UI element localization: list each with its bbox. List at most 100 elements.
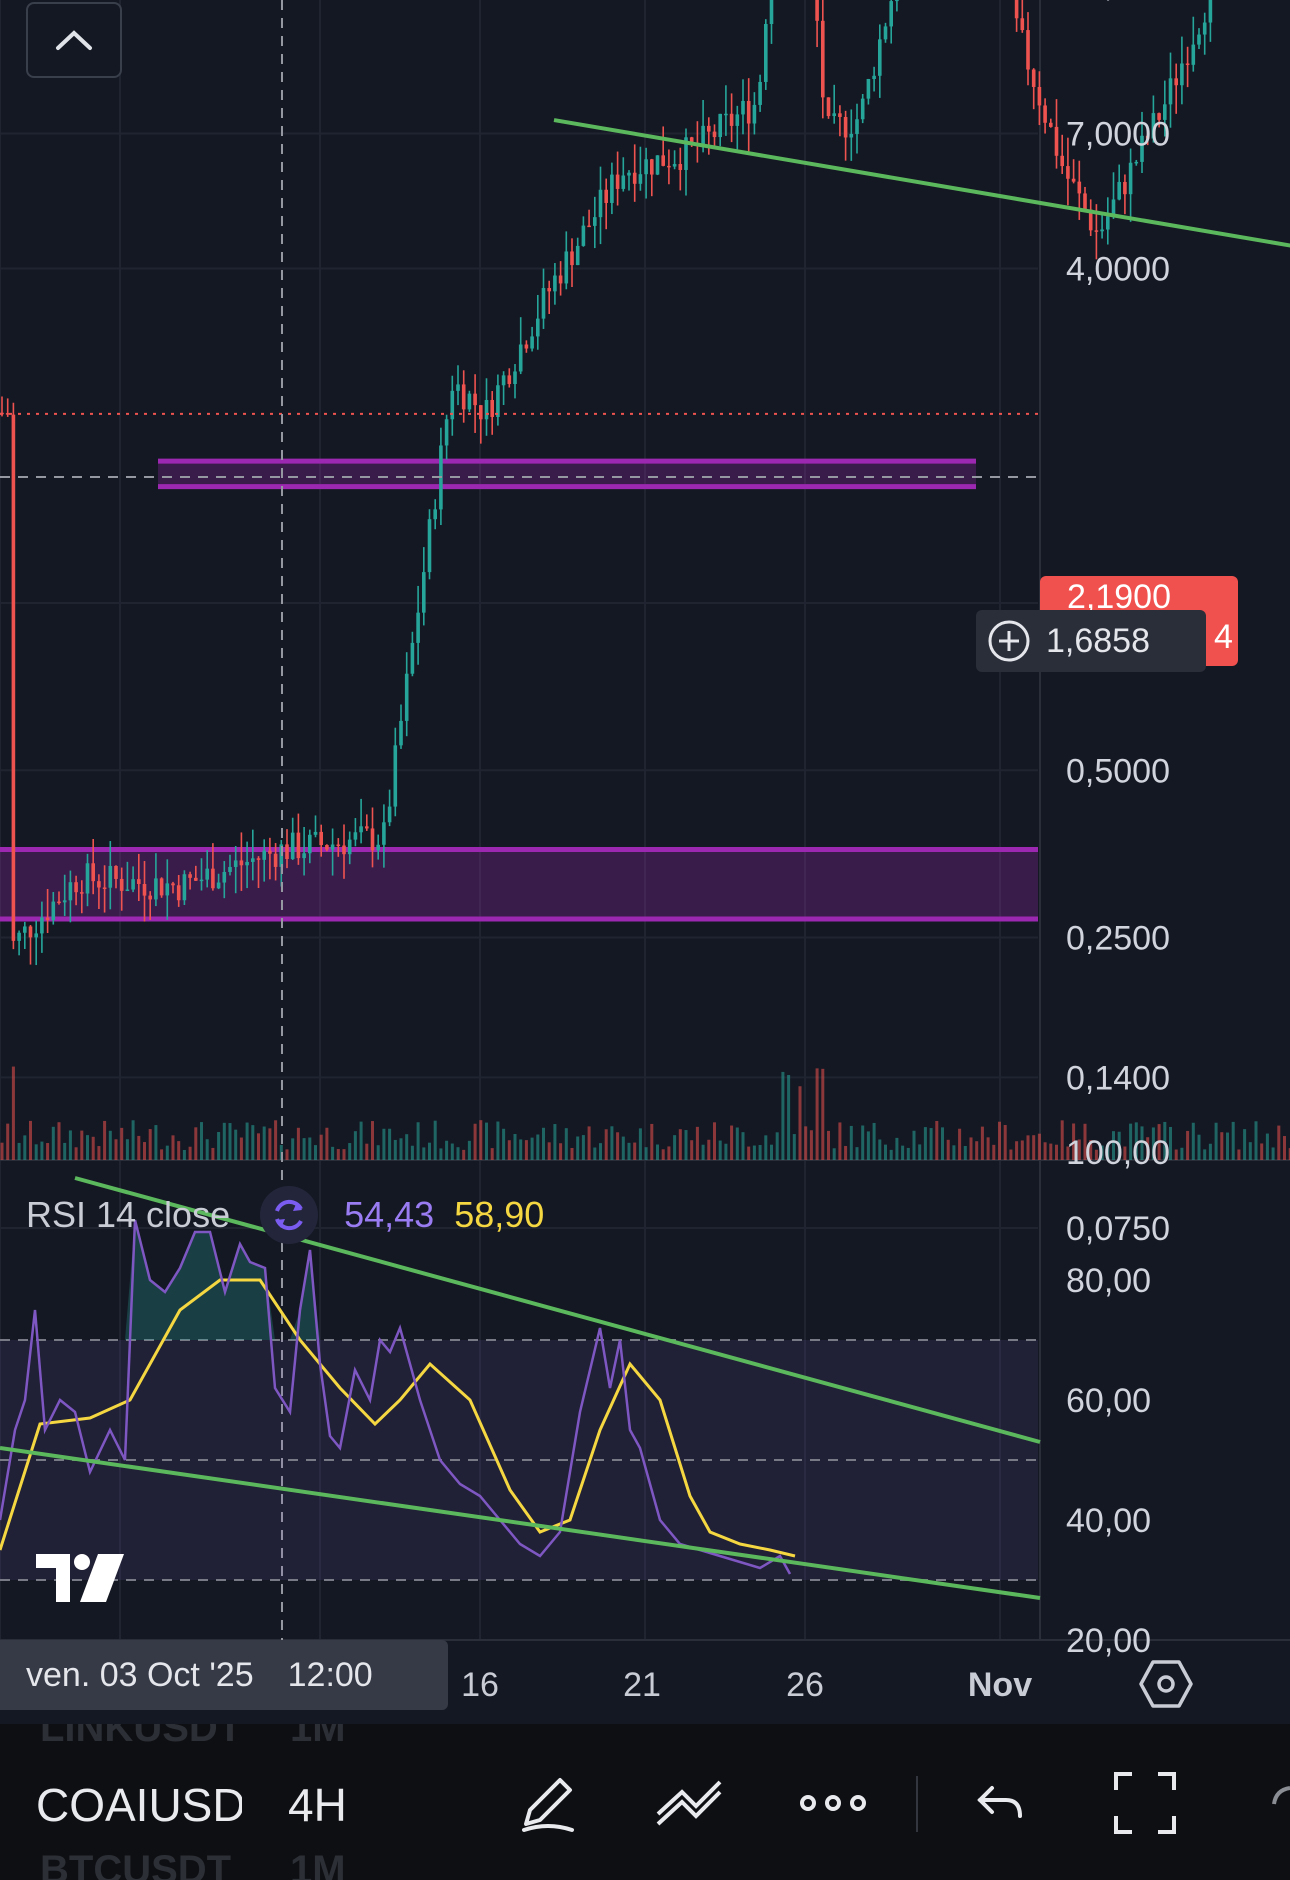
candle-body[interactable] [319, 831, 323, 846]
trendline-lower[interactable] [553, 118, 1290, 294]
candle-body[interactable] [285, 844, 289, 860]
candle-body[interactable] [359, 826, 363, 833]
candle-body[interactable] [541, 288, 546, 319]
candle-body[interactable] [142, 883, 147, 896]
candle-body[interactable] [895, 0, 899, 2]
candle-body[interactable] [404, 673, 409, 721]
candle-body[interactable] [821, 20, 825, 98]
more-tools-icon[interactable] [1268, 1770, 1290, 1836]
candle-body[interactable] [501, 375, 506, 386]
tradingview-logo[interactable] [34, 1552, 126, 1609]
candle-body[interactable] [883, 26, 888, 40]
candle-body[interactable] [387, 806, 392, 823]
candle-body[interactable] [251, 858, 255, 862]
candle-body[interactable] [507, 375, 512, 384]
candle-body[interactable] [11, 414, 16, 941]
candle-body[interactable] [547, 288, 551, 292]
rsi-axis[interactable]: 100,00 80,00 60,00 40,00 20,00 [1066, 1134, 1170, 1660]
candle-body[interactable] [1145, 135, 1150, 139]
candle-body[interactable] [667, 165, 671, 168]
candle-body[interactable] [433, 509, 437, 520]
candle-body[interactable] [1077, 181, 1082, 194]
candle-body[interactable] [1197, 34, 1201, 45]
candle-body[interactable] [479, 405, 483, 420]
candle-body[interactable] [1060, 155, 1064, 167]
candlesticks[interactable] [0, 0, 1290, 966]
pencil-icon[interactable] [514, 1770, 580, 1836]
candle-body[interactable] [598, 189, 603, 218]
candle-body[interactable] [752, 104, 757, 124]
candle-body[interactable] [866, 79, 871, 99]
more-icon[interactable] [798, 1770, 868, 1836]
candle-body[interactable] [1014, 0, 1019, 19]
candle-body[interactable] [1043, 105, 1047, 123]
candle-body[interactable] [382, 822, 386, 845]
candle-body[interactable] [610, 174, 614, 203]
candle-body[interactable] [290, 832, 295, 860]
candle-body[interactable] [490, 400, 494, 417]
candle-body[interactable] [1111, 199, 1116, 217]
fullscreen-icon[interactable] [1112, 1770, 1178, 1836]
candle-body[interactable] [325, 845, 329, 850]
candle-body[interactable] [256, 858, 261, 860]
candle-body[interactable] [712, 131, 717, 138]
candle-body[interactable] [815, 0, 819, 21]
candle-body[interactable] [1117, 181, 1121, 200]
trend-lines-icon[interactable] [652, 1770, 726, 1836]
candle-body[interactable] [889, 1, 893, 27]
candle-body[interactable] [228, 866, 232, 872]
candle-body[interactable] [108, 865, 113, 888]
candle-body[interactable] [672, 164, 677, 167]
candle-body[interactable] [416, 612, 420, 643]
undo-icon[interactable] [976, 1770, 1026, 1836]
candle-body[interactable] [216, 882, 221, 889]
candle-body[interactable] [45, 917, 50, 921]
candle-body[interactable] [826, 97, 831, 117]
candle-body[interactable] [1174, 78, 1178, 86]
rsi-trendline-upper[interactable] [74, 1176, 1041, 1444]
refresh-icon[interactable] [260, 1186, 319, 1244]
candle-body[interactable] [370, 828, 375, 851]
candle-body[interactable] [245, 861, 249, 866]
candle-body[interactable] [536, 318, 540, 337]
candle-body[interactable] [342, 845, 346, 855]
candle-body[interactable] [1157, 113, 1161, 120]
candle-body[interactable] [165, 883, 170, 896]
candle-body[interactable] [131, 879, 135, 890]
candle-body[interactable] [638, 174, 643, 184]
candle-body[interactable] [729, 113, 734, 126]
rsi-legend[interactable]: RSI 14 close 54,43 58,90 [26, 1186, 544, 1244]
candle-body[interactable] [17, 932, 21, 941]
candle-body[interactable] [1151, 113, 1156, 139]
candle-body[interactable] [40, 917, 44, 934]
candle-body[interactable] [741, 100, 745, 115]
candle-body[interactable] [1123, 181, 1127, 195]
candle-body[interactable] [684, 137, 688, 170]
candle-body[interactable] [1168, 78, 1173, 105]
candle-body[interactable] [330, 844, 335, 850]
candle-body[interactable] [707, 125, 711, 132]
candle-body[interactable] [1180, 63, 1184, 86]
candle-body[interactable] [57, 901, 61, 904]
candle-body[interactable] [1191, 44, 1196, 65]
candle-body[interactable] [661, 155, 665, 166]
candle-body[interactable] [1088, 209, 1093, 231]
candle-body[interactable] [1049, 122, 1053, 127]
chart-settings-button[interactable] [1138, 1658, 1194, 1715]
candle-body[interactable] [194, 877, 198, 881]
candle-body[interactable] [843, 116, 848, 138]
candle-body[interactable] [832, 113, 836, 117]
candle-body[interactable] [1134, 161, 1139, 164]
candle-body[interactable] [233, 860, 238, 867]
candle-body[interactable] [1026, 30, 1030, 70]
collapse-button[interactable] [26, 2, 122, 78]
candle-body[interactable] [764, 24, 768, 82]
candle-body[interactable] [456, 384, 460, 391]
candle-body[interactable] [724, 113, 728, 116]
candle-body[interactable] [1066, 166, 1070, 179]
candle-body[interactable] [262, 850, 266, 860]
candle-body[interactable] [410, 642, 415, 674]
candle-body[interactable] [102, 887, 107, 889]
candle-body[interactable] [119, 878, 124, 891]
